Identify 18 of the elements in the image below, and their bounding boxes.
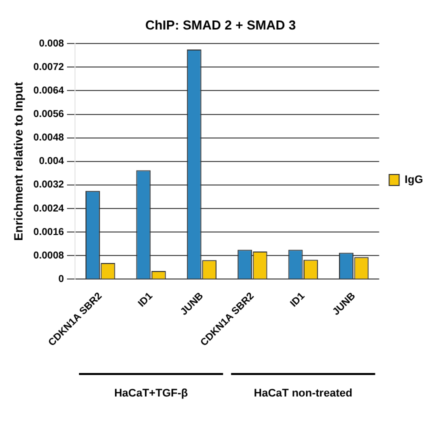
y-tick-label: 0.004	[38, 156, 64, 168]
y-tick-label: 0	[58, 274, 64, 285]
x-tick-label: ID1	[136, 290, 156, 310]
chart-title: ChIP: SMAD 2 + SMAD 3	[145, 17, 296, 32]
y-tick-label: 0.0048	[33, 132, 64, 144]
y-axis-title: Enrichment relative to Input	[12, 82, 26, 241]
y-tick-label: 0.0016	[33, 226, 64, 238]
x-tick-label: ID1	[288, 290, 308, 310]
text: HaCaT+TGF-β	[114, 388, 188, 400]
y-tick-label: 0.0072	[33, 62, 64, 73]
y-tick-label: 0.0024	[33, 203, 64, 214]
text: HaCaT non-treated	[254, 388, 352, 400]
y-tick-label: 0.0032	[33, 180, 64, 191]
y-tick-label: 0.0064	[33, 85, 64, 96]
y-tick-label: 0.008	[38, 38, 64, 50]
y-tick-label: 0.0056	[33, 109, 64, 120]
legend-label: IgG	[404, 174, 424, 186]
y-tick-label: 0.0008	[33, 250, 64, 262]
